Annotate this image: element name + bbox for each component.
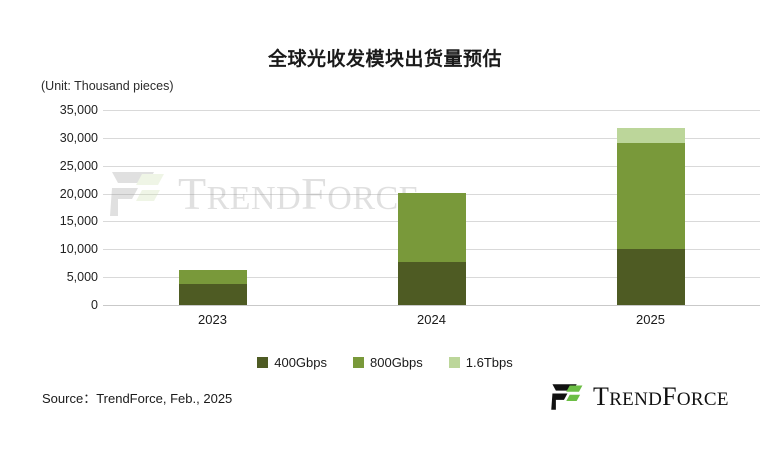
legend-item-400Gbps[interactable]: 400Gbps (257, 355, 327, 370)
chart-legend: 400Gbps 800Gbps 1.6Tbps (0, 355, 770, 370)
bar-series-layer (103, 110, 760, 305)
trendforce-footer-logo: TRENDFORCE (548, 380, 729, 414)
y-axis-tick-label: 0 (91, 298, 98, 312)
y-axis-tick-label: 25,000 (59, 158, 98, 173)
legend-swatch-icon (353, 357, 364, 368)
x-axis-tick-label-2024: 2024 (417, 312, 446, 327)
x-axis: 2023 2024 2025 (103, 312, 760, 334)
bar-segment-800Gbps[interactable] (397, 193, 466, 262)
y-axis: 35,000 30,000 25,000 20,000 15,000 10,000 5,00… (20, 103, 98, 312)
gridline (103, 305, 760, 306)
bar-segment-800Gbps[interactable] (178, 270, 247, 284)
y-axis-tick-label: 15,000 (59, 214, 98, 229)
legend-swatch-icon (257, 357, 269, 368)
source-note: Source：TrendForce, Feb., 2025 (42, 391, 233, 406)
y-axis-tick-label: 30,000 (59, 130, 98, 145)
legend-label: 1.6Tbps (465, 355, 513, 370)
legend-label: 800Gbps (370, 355, 423, 370)
unit-label: (Unit: Thousand pieces) (41, 79, 174, 93)
bar-segment-400Gbps[interactable] (397, 261, 466, 305)
bar-column-2025[interactable] (616, 110, 685, 305)
x-axis-tick-label-2025: 2025 (636, 312, 665, 327)
legend-label: 400Gbps (274, 355, 327, 370)
y-axis-tick-label: 20,000 (59, 186, 98, 201)
page-title: 全球光收发模块出货量预估 (267, 49, 502, 70)
bar-segment-1.6Tbps[interactable] (616, 127, 685, 144)
legend-item-800Gbps[interactable]: 800Gbps (353, 355, 423, 370)
y-axis-tick-label: 35,000 (59, 103, 98, 117)
trendforce-wordmark: TRENDFORCE (593, 382, 729, 411)
y-axis-tick-label: 5,000 (66, 270, 98, 285)
legend-swatch-icon (448, 357, 460, 368)
legend-item-1.6Tbps[interactable]: 1.6Tbps (448, 355, 513, 370)
bar-segment-400Gbps[interactable] (178, 283, 247, 305)
gridline (103, 165, 760, 167)
gridline (103, 110, 760, 111)
trendforce-logo-icon (548, 382, 588, 412)
gridline (103, 137, 760, 139)
y-axis-tick-label: 10,000 (59, 242, 98, 257)
bar-column-2023[interactable] (178, 110, 247, 305)
bar-column-2024[interactable] (397, 110, 466, 305)
bar-segment-400Gbps[interactable] (616, 249, 685, 305)
x-axis-tick-label-2023: 2023 (198, 312, 227, 327)
bar-segment-800Gbps[interactable] (616, 143, 685, 250)
